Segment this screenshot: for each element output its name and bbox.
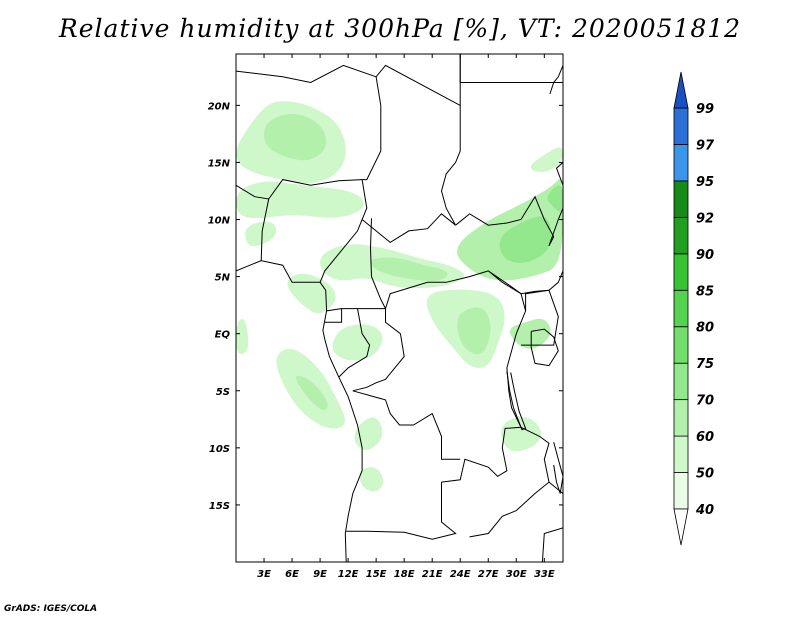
boundary-car-cameroon — [369, 218, 386, 309]
boundary-lake-tanganyika — [506, 371, 527, 431]
humidity-region-gulf-coast — [287, 273, 336, 314]
humidity-region-atlantic-south-core — [296, 375, 328, 411]
boundary-congo-gabon — [341, 308, 405, 392]
humidity-region-east-sudan-core — [499, 216, 552, 264]
colorbar-box — [673, 144, 689, 182]
humidity-region-red-sea-coast — [547, 185, 563, 212]
humidity-region-tanzania — [501, 417, 542, 452]
colorbar-box — [673, 180, 689, 218]
boundary-chad-sudan — [440, 105, 461, 226]
plot-area — [236, 54, 563, 562]
boundary-niger-south — [236, 179, 363, 200]
boundary-egypt — [459, 54, 563, 83]
humidity-region-lake-victoria — [510, 318, 551, 349]
humidity-region-congo-east-core — [457, 307, 491, 355]
y-tick-label: 10S — [209, 444, 230, 455]
boundary-mozambique — [541, 481, 563, 562]
x-tick-label: 6E — [285, 569, 299, 580]
boundary-gabon-congo — [338, 308, 371, 378]
colorbar-label: 40 — [695, 503, 714, 518]
boundary-uganda-kenya — [521, 289, 559, 346]
boundary-sudan-south — [455, 195, 555, 247]
boundary-nigeria-cameroon — [319, 179, 368, 283]
colorbar-label: 70 — [696, 394, 714, 409]
boundary-lake-malawi — [553, 441, 563, 494]
boundary-chad-car — [361, 213, 456, 244]
boundary-drc-angola — [352, 390, 461, 460]
x-tick-label: 21E — [422, 569, 443, 580]
y-tick-label: 5N — [215, 273, 231, 284]
colorbar-box — [673, 435, 689, 473]
colorbar-box — [673, 399, 689, 437]
x-tick-label: 15E — [366, 569, 387, 580]
x-tick-label: 33E — [534, 569, 555, 580]
y-tick-label: 20N — [208, 101, 231, 112]
colorbar-box — [673, 253, 689, 291]
chart-title: Relative humidity at 300hPa [%], VT: 202… — [58, 14, 742, 43]
colorbar-label: 90 — [696, 248, 714, 263]
y-tick-label: EQ — [215, 330, 231, 341]
humidity-region-west-coast-eq — [236, 319, 249, 355]
boundary-eritrea-coast — [555, 162, 563, 186]
colorbar-label: 85 — [696, 284, 714, 299]
colorbar-label: 60 — [696, 430, 714, 445]
x-tick-label: 12E — [338, 569, 359, 580]
colorbar-label: 99 — [696, 102, 714, 117]
humidity-region-guinea-coast — [245, 221, 277, 247]
boundary-drc-east — [441, 270, 527, 483]
humidity-region-north-west-core — [264, 113, 327, 161]
x-tick-label: 30E — [506, 569, 527, 580]
x-tick-label: 9E — [313, 569, 327, 580]
boundary-nigeria-benin — [260, 198, 270, 261]
boundary-coast-west — [236, 260, 363, 562]
boundary-ethiopia-west — [548, 191, 563, 246]
y-tick-label: 5S — [216, 387, 230, 398]
y-tick-label: 15S — [209, 501, 230, 512]
plot-frame — [235, 53, 564, 563]
grads-credit: GrADS: IGES/COLA — [4, 604, 98, 614]
x-tick-label: 27E — [478, 569, 499, 580]
boundary-car-south — [385, 270, 489, 309]
boundary-zambia-tanzania — [469, 426, 550, 538]
colorbar-box — [673, 216, 689, 255]
colorbar-box — [673, 472, 689, 510]
humidity-region-car-core — [370, 257, 448, 281]
colorbar-label: 97 — [696, 138, 715, 153]
humidity-region-west-sahel — [236, 181, 364, 219]
humidity-region-congo-central — [332, 324, 383, 361]
colorbar-label: 75 — [696, 357, 714, 372]
boundary-red-sea — [549, 65, 563, 95]
boundary-lake-victoria — [530, 328, 559, 367]
colorbar-box — [673, 326, 689, 364]
x-tick-label: 24E — [450, 569, 471, 580]
humidity-region-angola-small — [354, 417, 383, 451]
boundary-niger-chad — [362, 76, 382, 181]
colorbar-label: 92 — [696, 211, 714, 226]
colorbar-box — [673, 107, 689, 145]
x-tick-label: 18E — [394, 569, 415, 580]
colorbar-arrow-top — [673, 71, 689, 109]
colorbar-arrow-bottom — [673, 508, 689, 546]
y-tick-label: 10N — [208, 216, 231, 227]
colorbar-label: 95 — [696, 175, 714, 190]
colorbar-box — [673, 362, 689, 401]
x-tick-label: 3E — [257, 569, 271, 580]
colorbar-label: 50 — [696, 467, 714, 482]
y-tick-label: 15N — [208, 158, 231, 169]
boundary-angola-zambia — [346, 482, 457, 540]
humidity-region-angola-south — [359, 467, 384, 492]
colorbar-label: 80 — [696, 321, 714, 336]
humidity-region-east-north — [530, 147, 563, 172]
boundary-eq-guinea — [324, 308, 343, 323]
boundary-libya-chad-niger — [236, 54, 461, 107]
colorbar-box — [673, 289, 689, 328]
